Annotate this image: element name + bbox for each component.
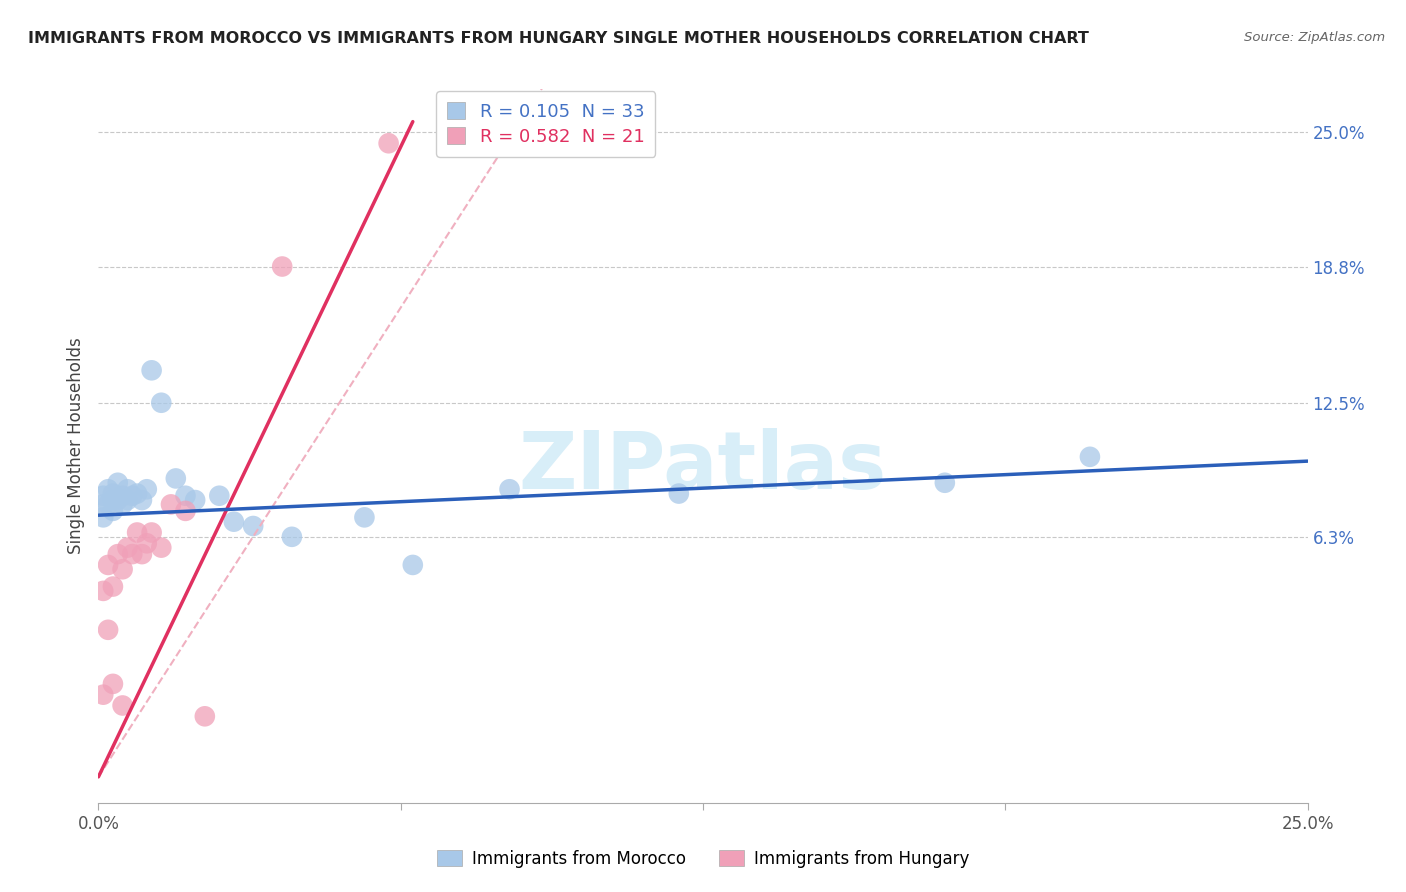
Point	[117, 541, 139, 555]
Point	[668, 486, 690, 500]
Point	[1078, 450, 1101, 464]
Point	[117, 493, 139, 508]
Text: ZIPatlas: ZIPatlas	[519, 428, 887, 507]
Point	[281, 530, 304, 544]
Point	[174, 504, 197, 518]
Text: Source: ZipAtlas.com: Source: ZipAtlas.com	[1244, 31, 1385, 45]
Point	[101, 580, 124, 594]
Point	[208, 489, 231, 503]
Point	[135, 536, 157, 550]
Point	[934, 475, 956, 490]
Point	[117, 482, 139, 496]
Point	[141, 363, 163, 377]
Point	[141, 525, 163, 540]
Point	[150, 541, 173, 555]
Point	[131, 547, 153, 561]
Point	[91, 497, 114, 511]
Legend: Immigrants from Morocco, Immigrants from Hungary: Immigrants from Morocco, Immigrants from…	[430, 844, 976, 875]
Point	[271, 260, 294, 274]
Point	[165, 471, 187, 485]
Point	[107, 493, 129, 508]
Point	[111, 497, 134, 511]
Legend: R = 0.105  N = 33, R = 0.582  N = 21: R = 0.105 N = 33, R = 0.582 N = 21	[436, 91, 655, 157]
Point	[353, 510, 375, 524]
Point	[101, 504, 124, 518]
Point	[91, 583, 114, 598]
Point	[131, 493, 153, 508]
Point	[121, 547, 143, 561]
Point	[402, 558, 425, 572]
Point	[107, 475, 129, 490]
Point	[97, 558, 120, 572]
Point	[121, 489, 143, 503]
Point	[91, 489, 114, 503]
Point	[222, 515, 245, 529]
Point	[97, 482, 120, 496]
Point	[135, 482, 157, 496]
Point	[91, 510, 114, 524]
Point	[242, 519, 264, 533]
Text: IMMIGRANTS FROM MOROCCO VS IMMIGRANTS FROM HUNGARY SINGLE MOTHER HOUSEHOLDS CORR: IMMIGRANTS FROM MOROCCO VS IMMIGRANTS FR…	[28, 31, 1090, 46]
Point	[150, 396, 173, 410]
Point	[160, 497, 183, 511]
Point	[101, 486, 124, 500]
Point	[127, 486, 149, 500]
Point	[111, 562, 134, 576]
Point	[97, 623, 120, 637]
Point	[97, 497, 120, 511]
Point	[101, 677, 124, 691]
Point	[111, 489, 134, 503]
Point	[377, 136, 399, 151]
Y-axis label: Single Mother Households: Single Mother Households	[66, 338, 84, 554]
Point	[107, 547, 129, 561]
Point	[101, 493, 124, 508]
Point	[174, 489, 197, 503]
Point	[111, 698, 134, 713]
Point	[91, 688, 114, 702]
Point	[127, 525, 149, 540]
Point	[194, 709, 217, 723]
Point	[498, 482, 520, 496]
Point	[184, 493, 207, 508]
